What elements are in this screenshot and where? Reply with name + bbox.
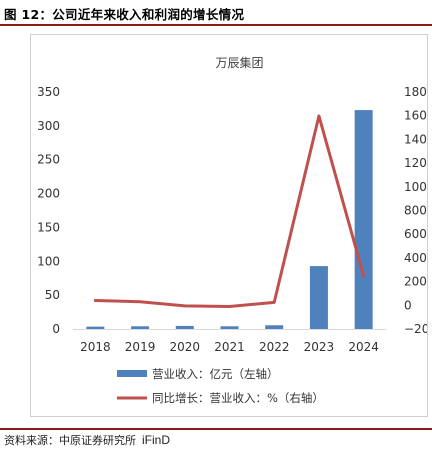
left-axis-tick-label: 300 xyxy=(37,119,60,133)
right-axis-tick-label: 200 xyxy=(404,275,427,289)
left-axis-tick-label: 150 xyxy=(37,220,60,234)
left-axis-tick-label: 100 xyxy=(37,254,60,268)
left-axis-tick-label: 350 xyxy=(37,85,60,99)
right-axis-tick-label: −200 xyxy=(404,322,427,336)
bar-revenue xyxy=(354,110,373,329)
right-axis-tick-label: 800 xyxy=(404,204,427,218)
right-axis-tick-label: 1000 xyxy=(404,180,427,194)
left-axis-tick-label: 200 xyxy=(37,187,60,201)
left-axis-tick-label: 250 xyxy=(37,153,60,167)
legend-swatch-revenue xyxy=(117,370,147,377)
bar-revenue xyxy=(309,266,328,329)
x-axis-tick-label: 2019 xyxy=(125,340,156,354)
chart-title: 万辰集团 xyxy=(215,55,263,70)
x-axis-tick-label: 2021 xyxy=(214,340,245,354)
x-axis-tick-label: 2022 xyxy=(259,340,290,354)
left-axis-tick-label: 0 xyxy=(52,322,60,336)
bar-revenue xyxy=(86,326,105,329)
right-axis-tick-label: 1200 xyxy=(404,156,427,170)
right-axis-tick-label: 0 xyxy=(404,298,412,312)
source-label: 资料来源：中原证券研究所 xyxy=(4,434,136,447)
chart-frame: 万辰集团 0 50 100 150 200 250 300 350 −200 0 200 400 600 8… xyxy=(30,34,428,417)
source-note: 资料来源：中原证券研究所 iFinD xyxy=(4,432,170,448)
left-axis-tick-label: 50 xyxy=(45,288,60,302)
legend-label-growth: 同比增长：营业收入：%（右轴） xyxy=(152,391,324,405)
right-axis-tick-label: 1800 xyxy=(404,85,427,99)
bottom-rule xyxy=(0,428,432,430)
bar-revenue xyxy=(175,325,194,329)
legend-label-revenue: 营业收入：亿元（左轴） xyxy=(152,367,279,381)
figure-title: 图 12：公司近年来收入和利润的增长情况 xyxy=(4,7,245,22)
right-axis-tick-label: 1600 xyxy=(404,109,427,123)
source-brand: iFinD xyxy=(142,433,171,447)
bar-revenue xyxy=(220,326,239,329)
x-axis-tick-label: 2024 xyxy=(348,340,379,354)
right-axis-tick-label: 400 xyxy=(404,251,427,265)
x-axis-tick-label: 2018 xyxy=(80,340,111,354)
right-axis-tick-label: 600 xyxy=(404,227,427,241)
x-axis-tick-label: 2023 xyxy=(304,340,335,354)
right-axis-tick-label: 1400 xyxy=(404,132,427,146)
bar-revenue xyxy=(131,326,150,329)
title-rule xyxy=(0,24,432,26)
chart-svg: 万辰集团 0 50 100 150 200 250 300 350 −200 0 200 400 600 8… xyxy=(37,55,427,405)
bar-revenue xyxy=(265,325,284,329)
x-axis-tick-label: 2020 xyxy=(170,340,201,354)
